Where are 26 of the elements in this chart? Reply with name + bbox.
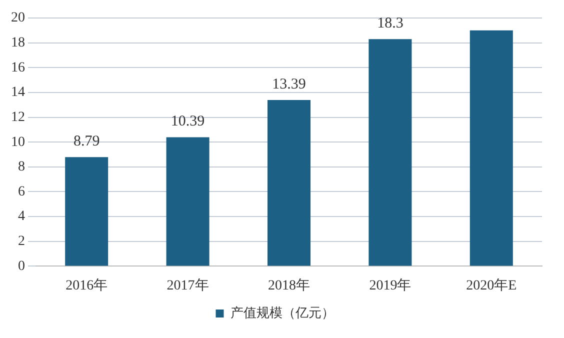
y-tick-label: 4 <box>18 209 25 224</box>
x-tick-label: 2018年 <box>268 277 310 294</box>
y-tick-label: 16 <box>11 60 25 76</box>
data-label: 10.39 <box>170 114 205 130</box>
y-tick-label: 0 <box>18 258 25 274</box>
y-tick-label: 2 <box>18 234 25 250</box>
x-tick-label: 2019年 <box>369 277 412 294</box>
bar <box>470 30 513 266</box>
data-label: 8.79 <box>73 134 100 150</box>
data-label: 13.39 <box>272 76 306 92</box>
bar <box>166 137 210 266</box>
x-tick-label: 2017年 <box>166 277 209 294</box>
x-tick-label: 2016年 <box>66 277 108 294</box>
bar <box>368 39 412 266</box>
legend-label: 产值规模（亿元） <box>230 306 334 321</box>
bar <box>65 157 108 266</box>
x-tick-label: 2020年E <box>466 277 517 294</box>
y-tick-label: 20 <box>11 10 25 26</box>
y-tick-label: 6 <box>18 184 25 200</box>
bar <box>267 100 311 266</box>
y-tick-label: 12 <box>11 110 25 125</box>
y-tick-label: 14 <box>11 85 25 100</box>
y-tick-label: 18 <box>11 35 25 50</box>
y-tick-label: 8 <box>18 160 25 175</box>
y-tick-label: 10 <box>11 134 25 150</box>
data-label: 18.3 <box>377 16 404 32</box>
